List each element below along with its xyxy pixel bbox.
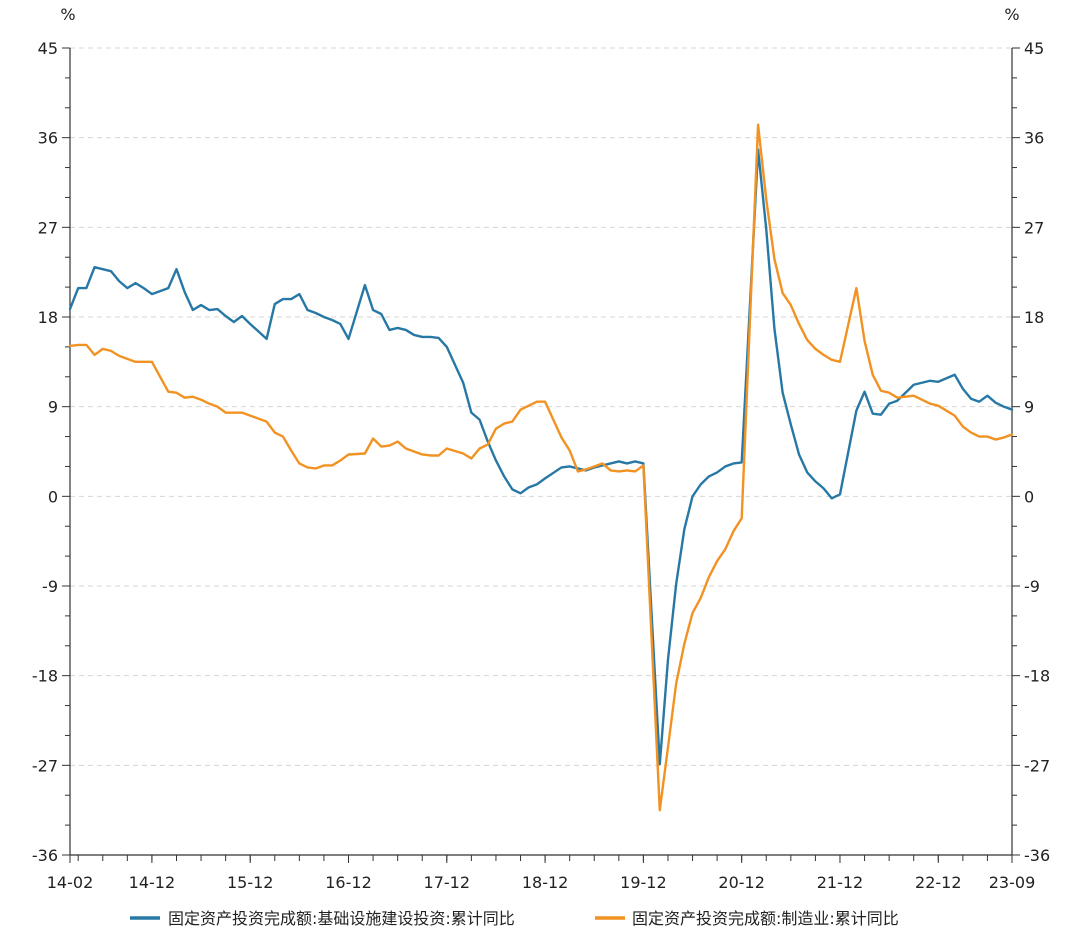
y-unit-label-left: % (60, 5, 75, 24)
tick-labels: 45 45 36 36 27 27 18 18 9 9 0 0 -9 -9 -18 -18 -27 -27 -36 -… (32, 39, 1050, 892)
x-tick-label: 18-12 (522, 873, 569, 892)
legend-label: 固定资产投资完成额:基础设施建设投资:累计同比 (168, 909, 515, 928)
y-tick-label-left: 18 (38, 308, 58, 327)
x-tick-label: 14-02 (47, 873, 94, 892)
y-tick-label-left: 36 (38, 129, 58, 148)
y-tick-label-right: 45 (1024, 39, 1044, 58)
y-unit-label-right: % (1004, 5, 1019, 24)
x-tick-label: 19-12 (620, 873, 667, 892)
y-tick-label-right: -27 (1024, 756, 1050, 775)
y-tick-label-left: -18 (32, 667, 58, 686)
y-tick-label-left: 45 (38, 39, 58, 58)
y-tick-label-left: 9 (48, 398, 58, 417)
legend-label: 固定资产投资完成额:制造业:累计同比 (632, 909, 899, 928)
infrastructure-series-line (68, 148, 1014, 766)
series-lines (68, 123, 1014, 812)
axes (62, 47, 1020, 863)
x-tick-label: 16-12 (325, 873, 372, 892)
x-tick-label: 20-12 (718, 873, 765, 892)
legend-item-manufacturing: 固定资产投资完成额:制造业:累计同比 (595, 909, 899, 928)
x-tick-label: 22-12 (915, 873, 962, 892)
y-tick-label-right: 36 (1024, 129, 1044, 148)
manufacturing-series-line (68, 123, 1014, 812)
legend-item-infrastructure: 固定资产投资完成额:基础设施建设投资:累计同比 (130, 909, 515, 928)
y-tick-label-right: -18 (1024, 667, 1050, 686)
x-tick-label: 15-12 (227, 873, 274, 892)
y-tick-label-right: 18 (1024, 308, 1044, 327)
y-tick-label-right: -36 (1024, 846, 1050, 865)
y-tick-label-left: -9 (42, 577, 58, 596)
y-tick-label-left: -36 (32, 846, 58, 865)
x-tick-label: 23-09 (989, 873, 1036, 892)
y-tick-label-left: 0 (48, 487, 58, 506)
x-tick-label: 17-12 (424, 873, 471, 892)
y-tick-label-right: 27 (1024, 218, 1044, 237)
x-tick-label: 21-12 (817, 873, 864, 892)
legend: 固定资产投资完成额:基础设施建设投资:累计同比 固定资产投资完成额:制造业:累计… (130, 909, 899, 928)
x-tick-label: 14-12 (129, 873, 176, 892)
y-tick-label-left: -27 (32, 756, 58, 775)
y-tick-label-left: 27 (38, 218, 58, 237)
y-tick-label-right: 9 (1024, 398, 1034, 417)
y-tick-label-right: -9 (1024, 577, 1040, 596)
y-tick-label-right: 0 (1024, 487, 1034, 506)
